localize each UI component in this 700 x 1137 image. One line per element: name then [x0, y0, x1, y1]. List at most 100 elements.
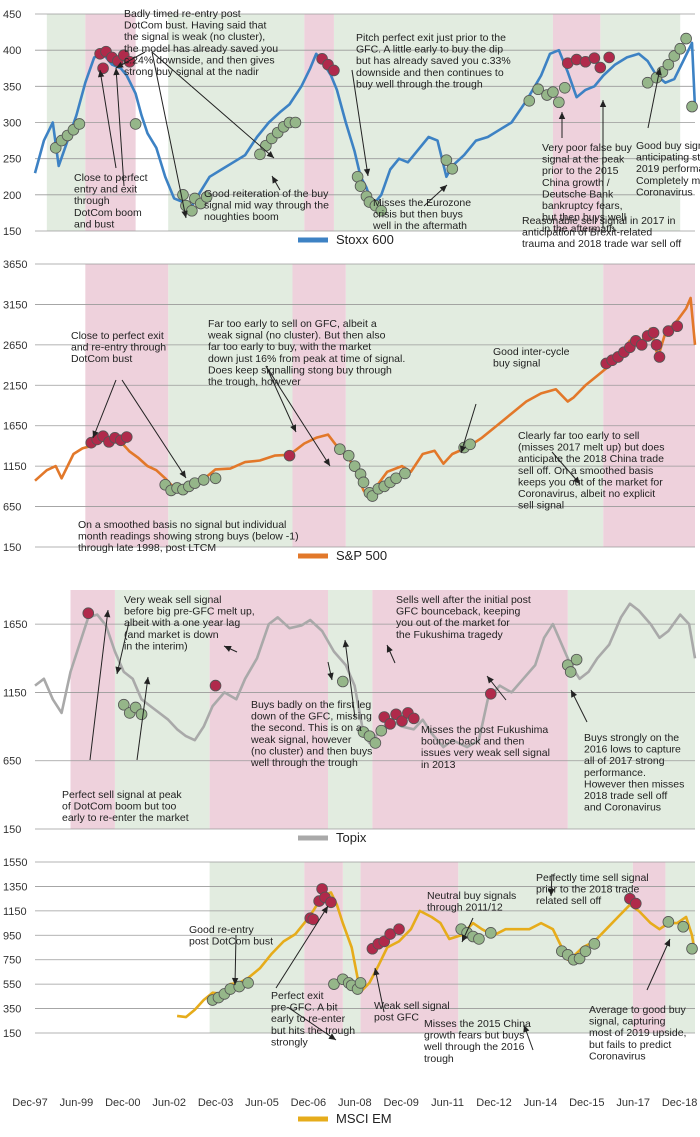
y-tick-label: 1150 [3, 461, 27, 473]
annotation-arrow [386, 644, 396, 664]
annotation-line: trauma and 2018 trade war sell off [522, 238, 681, 250]
x-tick-label: Jun-02 [152, 1097, 186, 1109]
sell-signal-point [384, 928, 396, 940]
annotation: Neutral buy signals through 2011/12 [427, 890, 516, 914]
annotation-line: strongly [271, 1036, 309, 1048]
y-tick-label: 1550 [3, 857, 27, 869]
annotation-line: Coronavirus [589, 1050, 646, 1062]
annotation: Reasonable sell signal in 2017 in anticip… [522, 215, 681, 250]
annotation-arrow [265, 365, 331, 467]
sell-signal-point [396, 715, 408, 727]
buy-zone [458, 862, 633, 1033]
buy-signal-point [135, 708, 148, 721]
sell-signal-point [635, 339, 648, 351]
annotation-line: far too early to buy, with the market [208, 341, 371, 353]
annotation-line: early to re-enter the market [62, 812, 189, 824]
x-tick-label: Jun-99 [60, 1097, 94, 1109]
annotation-line: growth fears but buys [424, 1030, 524, 1042]
annotation-arrow [115, 621, 130, 675]
buy-signal-point [464, 438, 476, 451]
annotation: Clearly far too early to sell (misses 201… [518, 430, 665, 512]
sell-zone [632, 862, 666, 1033]
annotation-line: c.24% downside, and then gives [124, 54, 275, 66]
annotation-line: but then buys well [542, 212, 626, 224]
sell-signal-point [325, 896, 337, 909]
annotation-line: post GFC [374, 1012, 419, 1024]
annotation-line: anticipation of Brexit-related [522, 227, 652, 239]
buy-signal-point [641, 76, 654, 89]
annotation: Perfectly time sell signal prior to the 2… [536, 872, 649, 907]
buy-signal-point [337, 675, 349, 688]
buy-signal-point [446, 162, 459, 175]
annotation-arrow [548, 873, 555, 897]
annotation-line: Completely misses [636, 175, 700, 187]
sell-signal-point [307, 913, 320, 926]
annotation-line: signal mid way through the [204, 200, 329, 212]
annotation: On a smoothed basis no signal but indivi… [78, 519, 299, 554]
sell-signal-point [653, 351, 666, 363]
annotation-line: (misses 2017 melt up) but does [518, 442, 665, 454]
annotation-line: Misses the Eurozone [373, 197, 471, 209]
annotation-line: through 2011/12 [427, 902, 503, 914]
y-tick-label: 950 [3, 930, 21, 942]
annotation-arrow [423, 184, 448, 207]
annotation-line: Does keep signalling stong buy through [208, 364, 392, 376]
legend: S&P 500 [298, 548, 387, 563]
annotation-line: of DotCom boom but too [62, 801, 177, 813]
sell-signal-point [594, 61, 607, 74]
panel-2: 150 650 1150 1650 2150 2650 3150 3650 S&P 500 Clo… [3, 259, 697, 563]
sell-zone [85, 264, 169, 547]
annotation-arrow [558, 112, 566, 138]
sell-signal-point [662, 325, 675, 337]
annotation-arrow [89, 609, 111, 761]
annotation-line: Misses the post Fukushima [421, 724, 548, 736]
annotation: Good re-entry post DotCom bust [189, 924, 273, 948]
annotation-arrow [373, 967, 385, 1013]
annotation-line: trough [424, 1053, 454, 1065]
sell-signal-point [209, 679, 222, 692]
y-tick-label: 550 [3, 979, 21, 991]
annotation-line: before big pre-GFC melt up, [124, 606, 255, 618]
annotation-line: Very weak sell signal [124, 594, 221, 606]
annotation-line: but has already saved you c.33% [356, 55, 511, 67]
annotation-line: early to re-enter [271, 1013, 346, 1025]
x-tick-label: Jun-11 [431, 1097, 464, 1109]
sell-zone [209, 590, 329, 829]
buy-signal-point [354, 180, 367, 192]
y-tick-label: 1150 [3, 906, 27, 918]
y-tick-label: 400 [3, 45, 21, 57]
buy-signal-point [348, 460, 361, 472]
annotation-line: through [74, 195, 110, 207]
annotation-arrow [271, 175, 281, 191]
annotation-line: all of 2017 strong [584, 755, 665, 767]
y-tick-label: 750 [3, 955, 21, 967]
buy-signal-point [73, 118, 86, 130]
annotation-arrow [551, 451, 581, 485]
annotation-arrow [327, 661, 334, 681]
sell-signal-point [120, 431, 133, 443]
x-tick-label: Dec-06 [291, 1097, 326, 1109]
annotation-arrow [351, 69, 371, 177]
buy-signal-point [200, 191, 213, 203]
annotation-line: Good buy signal [636, 140, 700, 152]
annotation-line: Pitch perfect exit just prior to the [356, 32, 506, 44]
annotation-line: GFC. A little early to buy the dip [356, 44, 503, 56]
y-tick-label: 1650 [3, 619, 27, 631]
annotation-line: Perfectly time sell signal [536, 872, 649, 884]
buy-signal-point [674, 42, 687, 55]
annotation-line: (and market is down [124, 629, 219, 641]
sell-signal-point [588, 52, 601, 64]
buy-signal-point [242, 977, 254, 989]
sell-signal-point [650, 339, 663, 351]
annotation-line: On a smoothed basis no signal but indivi… [78, 519, 286, 531]
annotation-line: downside and then continues to [356, 67, 504, 79]
annotation-line: anticipating strong [636, 152, 700, 164]
annotation-line: but hits the trough [271, 1025, 355, 1037]
legend: Stoxx 600 [298, 232, 394, 247]
annotation-arrow [459, 403, 477, 454]
annotation: Close to perfect exit and re-entry throug… [71, 330, 166, 365]
buy-signal-point [677, 920, 689, 933]
annotation-arrow [97, 69, 117, 169]
legend-label: S&P 500 [336, 548, 387, 563]
annotation-line: post DotCom bust [189, 936, 273, 948]
